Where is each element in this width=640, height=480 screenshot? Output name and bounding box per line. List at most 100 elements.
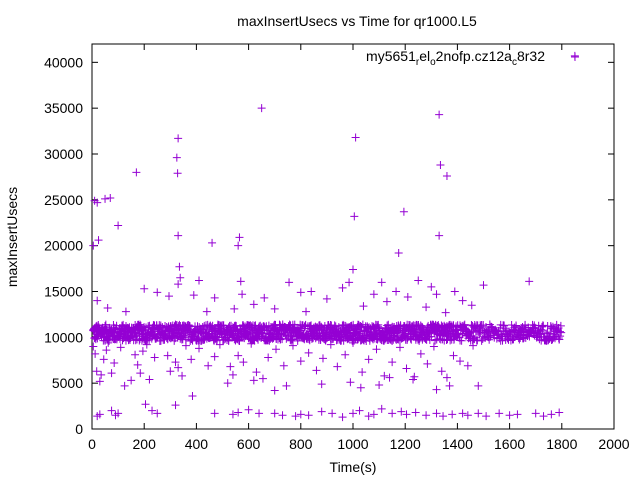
- data-point: [328, 409, 337, 418]
- data-point: [317, 380, 326, 389]
- data-point: [89, 342, 98, 351]
- data-point: [423, 359, 432, 368]
- data-point: [414, 276, 423, 285]
- data-point: [174, 231, 183, 240]
- data-point: [101, 194, 110, 203]
- data-point: [358, 368, 367, 377]
- data-point: [448, 410, 457, 419]
- data-point: [296, 288, 305, 297]
- data-point: [491, 325, 500, 334]
- data-point: [255, 409, 264, 418]
- data-point: [132, 168, 141, 177]
- data-point: [156, 321, 165, 330]
- data-point: [380, 371, 389, 380]
- data-point: [385, 373, 394, 382]
- data-point: [382, 297, 391, 306]
- data-point: [235, 233, 244, 242]
- data-point: [132, 331, 141, 340]
- data-point: [148, 406, 157, 415]
- data-point: [114, 409, 123, 418]
- data-point: [326, 340, 335, 349]
- data-point: [121, 307, 130, 316]
- data-point: [457, 336, 466, 345]
- legend-marker: [571, 53, 579, 61]
- data-point: [547, 410, 556, 419]
- data-point: [474, 409, 483, 418]
- data-point: [515, 335, 524, 344]
- x-axis-label: Time(s): [330, 459, 377, 475]
- data-point: [107, 369, 116, 378]
- data-point: [449, 351, 458, 360]
- data-point: [422, 303, 431, 312]
- chart-title: maxInsertUsecs vs Time for qr1000.L5: [237, 13, 477, 29]
- data-point: [110, 359, 119, 367]
- data-point: [107, 406, 116, 415]
- data-point: [97, 370, 106, 379]
- x-tick-label: 0: [88, 436, 96, 452]
- data-point: [140, 284, 149, 293]
- data-point: [276, 335, 285, 344]
- data-point: [285, 278, 294, 287]
- x-tick-label: 200: [133, 436, 157, 452]
- data-point: [249, 376, 258, 385]
- data-point: [364, 412, 373, 421]
- data-point: [409, 375, 418, 384]
- data-point: [403, 293, 412, 301]
- data-point: [355, 406, 364, 415]
- data-point: [215, 340, 224, 349]
- data-point: [244, 405, 253, 414]
- x-tick-label: 1600: [494, 436, 525, 452]
- data-point: [460, 320, 469, 329]
- data-point: [228, 370, 237, 379]
- data-point: [210, 409, 219, 418]
- data-point: [356, 383, 365, 392]
- data-point: [458, 296, 467, 305]
- data-point: [239, 358, 248, 367]
- data-point: [442, 373, 451, 382]
- data-point: [164, 292, 173, 301]
- data-point: [369, 410, 378, 419]
- data-point: [442, 172, 451, 180]
- data-point: [202, 307, 211, 316]
- data-point: [432, 409, 441, 418]
- y-tick-label: 0: [75, 421, 83, 437]
- data-point: [166, 367, 175, 376]
- data-point: [120, 381, 129, 390]
- data-point: [463, 361, 472, 370]
- data-point: [437, 367, 446, 376]
- data-point: [174, 280, 183, 289]
- y-tick-label: 5000: [52, 375, 83, 391]
- data-point: [151, 334, 160, 343]
- data-point: [349, 409, 357, 418]
- data-point: [189, 291, 198, 300]
- data-point: [187, 355, 196, 364]
- data-point: [349, 338, 357, 347]
- data-point: [174, 134, 183, 143]
- data-point: [249, 300, 258, 309]
- data-point: [224, 336, 233, 345]
- data-point: [104, 338, 113, 347]
- data-point: [210, 293, 219, 302]
- data-point: [228, 410, 237, 419]
- data-point: [223, 379, 232, 388]
- data-point: [439, 412, 448, 421]
- data-point: [288, 341, 297, 350]
- data-point: [495, 409, 504, 418]
- data-point: [431, 336, 440, 345]
- data-point: [195, 276, 204, 285]
- data-point: [341, 350, 350, 359]
- data-points: [89, 51, 579, 422]
- data-point: [99, 355, 108, 364]
- data-point: [252, 368, 261, 377]
- data-point: [557, 328, 566, 337]
- data-point: [101, 320, 110, 329]
- data-point: [181, 341, 190, 350]
- data-point: [226, 362, 235, 371]
- data-point: [153, 288, 162, 297]
- data-point: [304, 348, 313, 357]
- data-point: [93, 296, 102, 305]
- data-point: [371, 329, 380, 338]
- data-point: [172, 153, 181, 162]
- data-point: [195, 344, 204, 353]
- data-point: [228, 331, 237, 340]
